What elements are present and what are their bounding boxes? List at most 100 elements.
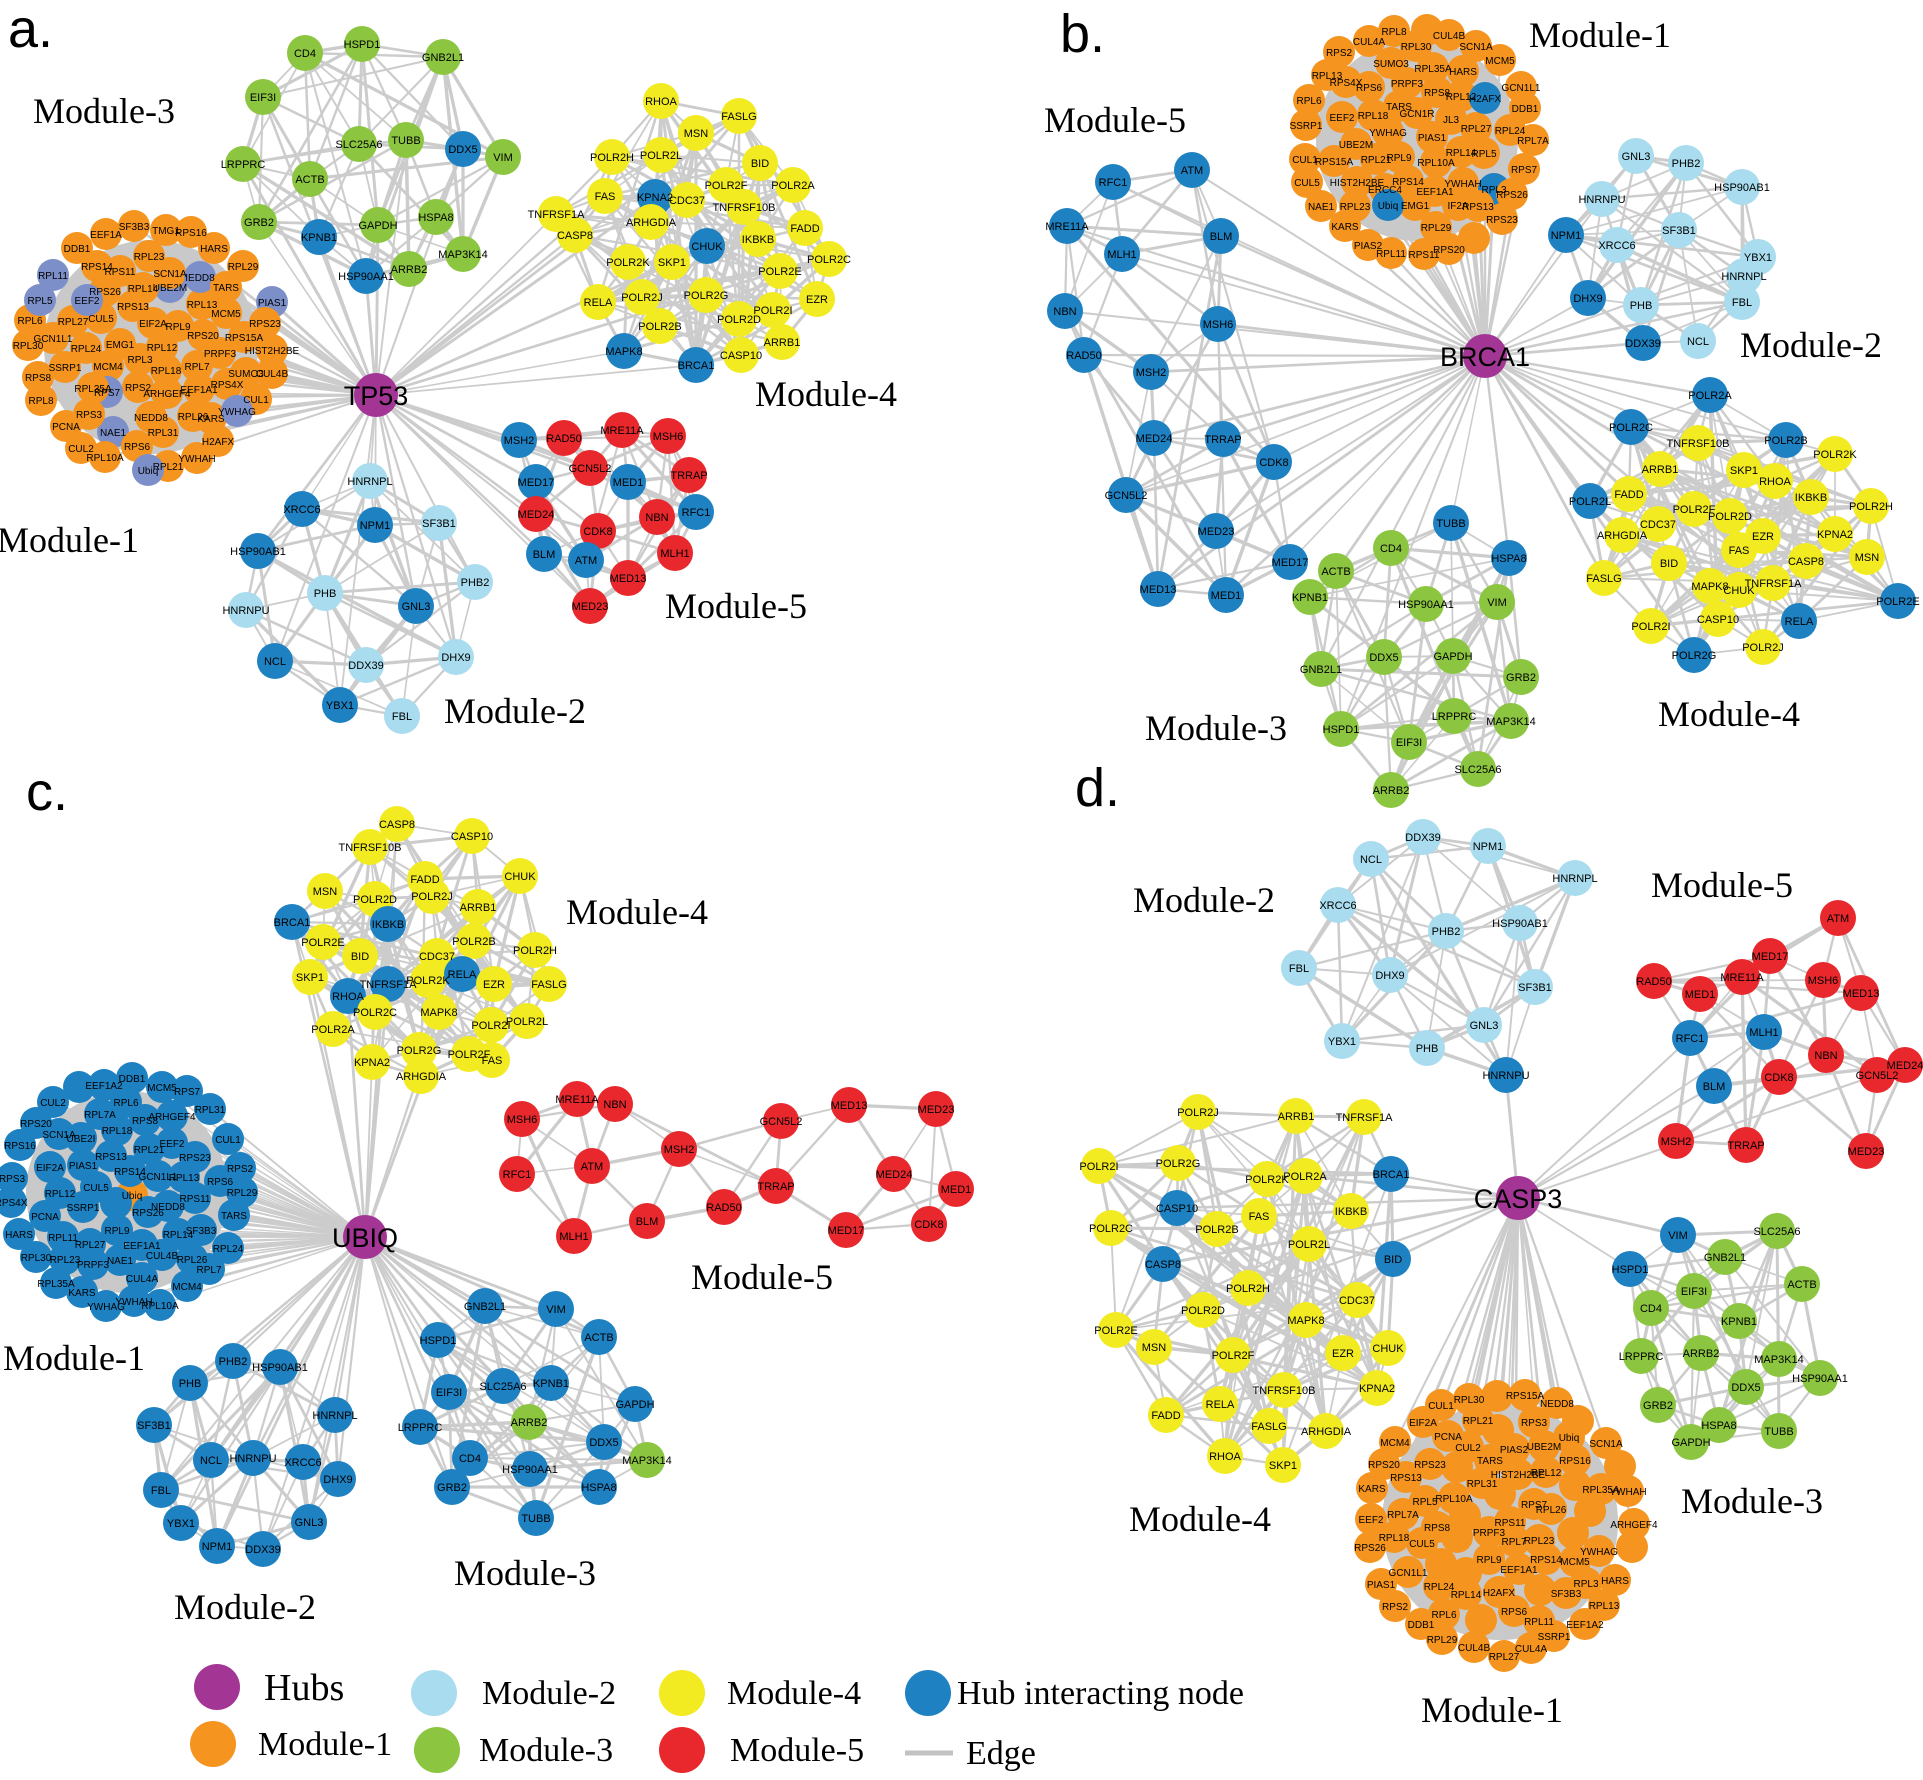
svg-text:Module-2: Module-2 bbox=[174, 1587, 316, 1627]
svg-text:TNFRSF10B: TNFRSF10B bbox=[1253, 1385, 1316, 1397]
svg-text:EIF2A: EIF2A bbox=[139, 319, 167, 330]
svg-text:POLR2A: POLR2A bbox=[311, 1024, 355, 1036]
svg-text:ARHGEF4: ARHGEF4 bbox=[143, 389, 191, 400]
svg-text:MAP3K14: MAP3K14 bbox=[1754, 1354, 1804, 1366]
svg-text:RPL23: RPL23 bbox=[134, 252, 165, 263]
svg-text:Module-2: Module-2 bbox=[482, 1675, 616, 1712]
svg-text:GRB2: GRB2 bbox=[244, 217, 274, 229]
svg-text:HSP90AB1: HSP90AB1 bbox=[230, 546, 286, 558]
svg-text:GAPDH: GAPDH bbox=[1671, 1437, 1710, 1449]
svg-text:EEF1A2: EEF1A2 bbox=[1566, 1620, 1604, 1631]
svg-text:NEDD8: NEDD8 bbox=[134, 413, 168, 424]
svg-text:RPL14: RPL14 bbox=[163, 1230, 194, 1241]
svg-text:NAE1: NAE1 bbox=[1308, 202, 1335, 213]
svg-text:CDC37: CDC37 bbox=[1640, 519, 1676, 531]
svg-text:DDX5: DDX5 bbox=[1369, 652, 1398, 664]
svg-text:RPL12: RPL12 bbox=[45, 1189, 76, 1200]
svg-text:IKBKB: IKBKB bbox=[372, 919, 404, 931]
svg-text:ARHGEF4: ARHGEF4 bbox=[148, 1112, 196, 1123]
svg-text:CHUK: CHUK bbox=[1372, 1343, 1404, 1355]
svg-text:RPS6: RPS6 bbox=[1501, 1607, 1528, 1618]
svg-text:RPL27: RPL27 bbox=[1461, 124, 1492, 135]
svg-text:ARHGDIA: ARHGDIA bbox=[1597, 530, 1648, 542]
svg-text:HNRNPU: HNRNPU bbox=[222, 605, 269, 617]
svg-text:RPS2: RPS2 bbox=[1326, 48, 1353, 59]
svg-text:SSRP1: SSRP1 bbox=[1538, 1632, 1571, 1643]
svg-text:HSP90AB1: HSP90AB1 bbox=[1714, 182, 1770, 194]
svg-text:RPL13: RPL13 bbox=[1312, 71, 1343, 82]
svg-text:RPL35A: RPL35A bbox=[74, 384, 112, 395]
svg-text:PHB: PHB bbox=[1630, 300, 1653, 312]
svg-text:PCNA: PCNA bbox=[31, 1212, 59, 1223]
svg-text:DDB1: DDB1 bbox=[119, 1074, 146, 1085]
svg-text:BLM: BLM bbox=[1703, 1081, 1726, 1093]
svg-text:RPL24: RPL24 bbox=[213, 1244, 244, 1255]
svg-text:RPL18: RPL18 bbox=[151, 366, 182, 377]
svg-text:HNRNPL: HNRNPL bbox=[312, 1410, 357, 1422]
svg-text:SKP1: SKP1 bbox=[658, 257, 686, 269]
svg-text:FAS: FAS bbox=[482, 1055, 503, 1067]
svg-text:RPS6: RPS6 bbox=[1356, 83, 1383, 94]
svg-text:EIF3I: EIF3I bbox=[250, 92, 276, 104]
svg-text:CUL5: CUL5 bbox=[83, 1183, 109, 1194]
svg-text:POLR2H: POLR2H bbox=[1849, 501, 1893, 513]
svg-text:HNRNPU: HNRNPU bbox=[1482, 1070, 1529, 1082]
svg-text:DDX39: DDX39 bbox=[1405, 832, 1440, 844]
svg-text:RPS6: RPS6 bbox=[124, 442, 151, 453]
svg-text:EIF3I: EIF3I bbox=[1681, 1286, 1707, 1298]
svg-text:CUL4B: CUL4B bbox=[256, 369, 289, 380]
svg-text:RPL7: RPL7 bbox=[196, 1265, 221, 1276]
svg-text:CASP8: CASP8 bbox=[379, 819, 415, 831]
svg-text:RFC1: RFC1 bbox=[503, 1169, 532, 1181]
svg-text:RPL13: RPL13 bbox=[187, 300, 218, 311]
svg-text:DHX9: DHX9 bbox=[1375, 970, 1404, 982]
svg-text:XRCC6: XRCC6 bbox=[283, 504, 320, 516]
svg-text:HSP90AB1: HSP90AB1 bbox=[1492, 918, 1548, 930]
svg-text:PHB2: PHB2 bbox=[219, 1356, 248, 1368]
svg-text:GCN5L2: GCN5L2 bbox=[1105, 490, 1148, 502]
svg-text:GAPDH: GAPDH bbox=[358, 220, 397, 232]
svg-text:FASLG: FASLG bbox=[721, 111, 756, 123]
svg-text:RPS14: RPS14 bbox=[1530, 1555, 1562, 1566]
svg-text:MED13: MED13 bbox=[1843, 988, 1880, 1000]
svg-text:PIAS1: PIAS1 bbox=[69, 1161, 98, 1172]
svg-text:RPL6: RPL6 bbox=[1431, 1610, 1456, 1621]
svg-text:GCN5L2: GCN5L2 bbox=[760, 1116, 803, 1128]
svg-text:RPS20: RPS20 bbox=[187, 331, 219, 342]
svg-text:RPL11: RPL11 bbox=[38, 271, 68, 282]
svg-text:ARRB2: ARRB2 bbox=[391, 264, 428, 276]
svg-text:RPL18: RPL18 bbox=[102, 1126, 133, 1137]
svg-text:CDC37: CDC37 bbox=[419, 951, 455, 963]
svg-text:EEF1A1: EEF1A1 bbox=[180, 385, 218, 396]
svg-text:RPL27: RPL27 bbox=[75, 1240, 106, 1251]
svg-text:CASP8: CASP8 bbox=[557, 230, 593, 242]
svg-text:PHB: PHB bbox=[179, 1378, 202, 1390]
svg-text:RELA: RELA bbox=[1206, 1399, 1235, 1411]
svg-text:BID: BID bbox=[1384, 1254, 1402, 1266]
svg-text:EMG1: EMG1 bbox=[1401, 201, 1430, 212]
svg-text:RELA: RELA bbox=[584, 297, 613, 309]
svg-text:RPL23: RPL23 bbox=[1524, 1536, 1555, 1547]
svg-text:HSPD1: HSPD1 bbox=[344, 39, 381, 51]
svg-text:DDB1: DDB1 bbox=[1512, 104, 1539, 115]
svg-text:MSN: MSN bbox=[313, 886, 338, 898]
svg-text:BLM: BLM bbox=[533, 549, 556, 561]
svg-text:TP53: TP53 bbox=[344, 381, 409, 411]
svg-text:ATM: ATM bbox=[1181, 165, 1203, 177]
svg-text:NAE1: NAE1 bbox=[100, 428, 127, 439]
svg-text:MAPK8: MAPK8 bbox=[605, 346, 642, 358]
svg-text:POLR2G: POLR2G bbox=[1156, 1158, 1201, 1170]
svg-text:YWHAG: YWHAG bbox=[87, 1302, 125, 1313]
svg-text:POLR2K: POLR2K bbox=[606, 257, 650, 269]
svg-text:RPL6: RPL6 bbox=[1296, 96, 1321, 107]
svg-text:KPNA2: KPNA2 bbox=[1817, 529, 1853, 541]
svg-text:YBX1: YBX1 bbox=[1744, 252, 1772, 264]
svg-text:MCM5: MCM5 bbox=[211, 309, 241, 320]
svg-text:CUL1: CUL1 bbox=[1428, 1401, 1454, 1412]
svg-text:RPL10A: RPL10A bbox=[1417, 158, 1455, 169]
svg-text:LRPPRC: LRPPRC bbox=[398, 1422, 443, 1434]
svg-text:MSN: MSN bbox=[1142, 1342, 1167, 1354]
svg-text:RPS2: RPS2 bbox=[125, 383, 152, 394]
svg-text:KPNA2: KPNA2 bbox=[1359, 1383, 1395, 1395]
svg-text:CUL1: CUL1 bbox=[215, 1135, 241, 1146]
